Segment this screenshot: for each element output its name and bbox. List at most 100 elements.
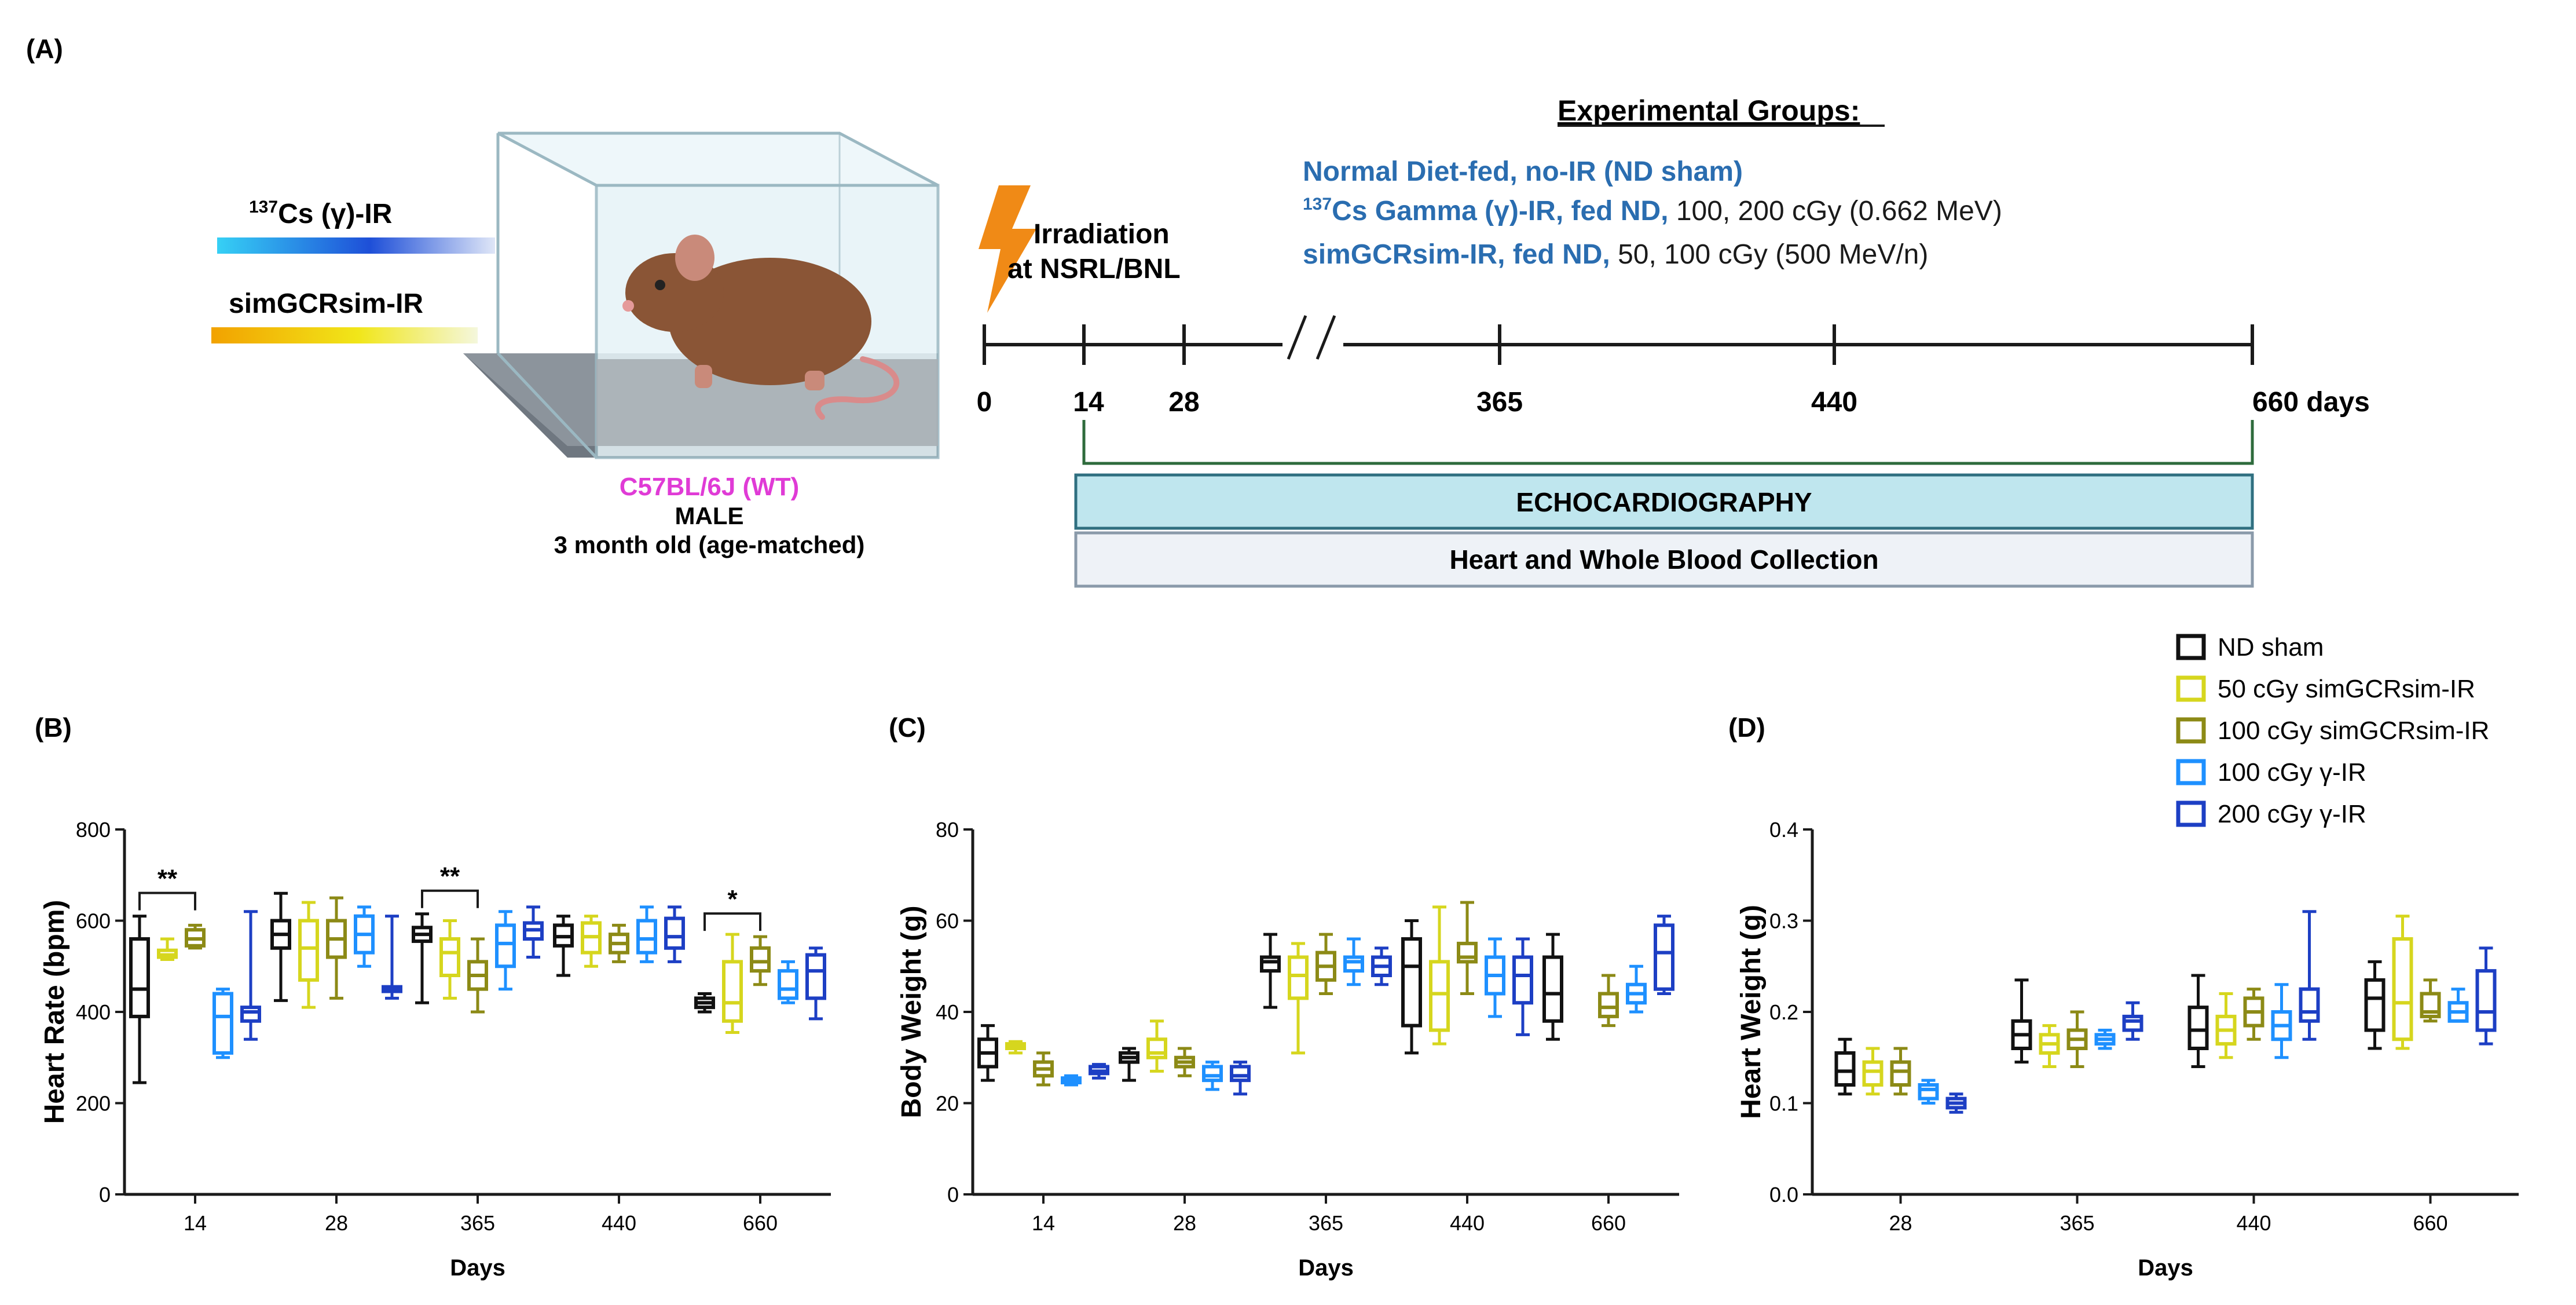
group-gamma-dose: 100, 200 cGy (0.662 MeV) [1669,196,2002,226]
box-iqr [1230,1065,1251,1083]
box-simgcr50-660 [722,933,743,1034]
cs-ir-label: 137Cs (γ)-IR [249,198,392,229]
x-tick-label: 440 [1450,1211,1485,1235]
box-gamma200-660 [1654,915,1674,995]
x-tick-label: 365 [2060,1211,2094,1235]
group-nd-sham: Normal Diet-fed, no-IR (ND sham) [1303,156,1743,187]
box-simgcr100-14 [185,923,206,950]
box-iqr [2364,978,2386,1032]
significance-label: ** [157,865,178,893]
legend-label-simgcr50: 50 cGy simGCRsim-IR [2218,675,2475,703]
box-iqr [636,919,657,955]
panel-label-a: (A) [26,34,63,64]
legend-swatch-simgcr50 [2176,675,2206,702]
box-gamma200-28 [382,915,402,1000]
x-tick-label: 660 [743,1211,778,1235]
box-nd-sham-28 [270,891,291,1002]
box-iqr [129,937,150,1018]
box-nd-sham-365 [2011,978,2032,1064]
cs-ir-sup: 137 [249,198,278,217]
box-iqr [2122,1014,2143,1032]
timeline [983,315,2254,365]
mouse-illustration [622,235,900,420]
y-axis-label: Body Weight (g) [896,905,927,1118]
box-iqr [298,919,319,982]
box-nd-sham-660 [2364,960,2386,1050]
box-gamma100-14 [212,988,233,1059]
significance-bracket: ** [421,862,479,908]
box-simgcr50-14 [157,937,178,961]
box-iqr [2475,969,2497,1032]
y-tick-label: 600 [76,909,111,933]
irradiation-label-line2: at NSRL/BNL [1007,254,1181,284]
x-axis-label: Days [1298,1255,1354,1281]
x-axis-label: Days [2138,1255,2193,1281]
y-tick-label: 0 [947,1183,959,1207]
box-gamma200-365 [2122,1001,2143,1041]
x-tick-label: 365 [460,1211,495,1235]
y-axis-label: Heart Rate (bpm) [39,900,70,1124]
box-simgcr100-28 [1174,1047,1195,1077]
box-simgcr50-440 [2215,992,2237,1059]
echo-label: ECHOCARDIOGRAPHY [1516,487,1812,517]
box-gamma100-440 [2271,983,2292,1059]
y-tick-label: 0.0 [1769,1183,1798,1207]
box-iqr [778,969,798,1000]
legend: ND sham 50 cGy simGCRsim-IR 100 cGy simG… [2176,633,2489,828]
box-nd-sham-365 [412,912,433,1004]
panel-label-d: (D) [1728,712,1765,743]
box-gamma100-365 [495,910,516,991]
box-gamma200-660 [805,946,826,1021]
box-gamma100-14 [1061,1074,1082,1087]
box-gamma100-365 [1343,937,1364,986]
group-gamma-sup: 137 [1303,195,1332,214]
x-tick-label: 28 [325,1211,348,1235]
y-tick-label: 0.4 [1769,818,1798,842]
box-gamma100-28 [1202,1061,1223,1091]
x-tick-label: 440 [602,1211,636,1235]
x-axis-label: Days [450,1255,505,1281]
x-tick-label: 28 [1889,1211,1912,1235]
collection-box [1074,531,2254,588]
box-iqr [1542,955,1563,1023]
box-iqr [664,916,685,950]
box-iqr [2187,1006,2209,1050]
legend-swatch-simgcr100 [2176,717,2206,744]
box-simgcr100-440 [609,923,629,963]
gcr-ir-label: simGCRsim-IR [229,288,423,319]
box-simgcr100-440 [2243,988,2264,1041]
y-tick-label: 80 [936,818,959,842]
significance-label: * [727,885,738,913]
box-simgcr100-28 [326,896,347,1000]
box-gamma100-365 [2094,1029,2116,1050]
box-simgcr50-28 [1146,1019,1167,1073]
box-iqr [1834,1051,1856,1087]
box-iqr [1654,923,1674,991]
box-simgcr50-365 [2039,1024,2060,1068]
box-gamma200-660 [2475,946,2497,1046]
sex-label: MALE [675,502,744,529]
box-simgcr50-365 [439,919,460,1000]
group-gamma-name: Cs Gamma (γ)-IR, fed ND, [1332,196,1668,226]
y-tick-label: 20 [936,1092,959,1116]
box-iqr [805,953,826,1000]
box-simgcr50-365 [1288,942,1309,1055]
box-iqr [1890,1060,1911,1087]
echo-bracket [1082,420,2254,465]
chart-heart-rate: 0 200 400 600 800 Heart Rate (bpm) Days 14 28 365… [39,818,831,1281]
irradiation-label-line1: Irradiation [1034,219,1170,250]
box-simgcr100-660 [1598,974,1619,1028]
cs-ir-main: Cs (γ)-IR [278,199,392,229]
box-iqr [1512,955,1533,1005]
y-tick-label: 40 [936,1000,959,1024]
box-nd-sham-440 [1401,919,1422,1055]
box-iqr [1457,941,1478,964]
x-tick-label: 660 [1591,1211,1626,1235]
box-nd-sham-440 [553,915,574,977]
box-iqr [1401,937,1422,1028]
box-simgcr100-28 [1890,1047,1911,1096]
box-simgcr100-440 [1457,901,1478,995]
legend-label-gamma200: 200 cGy γ-IR [2218,800,2366,828]
box-nd-sham-14 [977,1024,998,1082]
